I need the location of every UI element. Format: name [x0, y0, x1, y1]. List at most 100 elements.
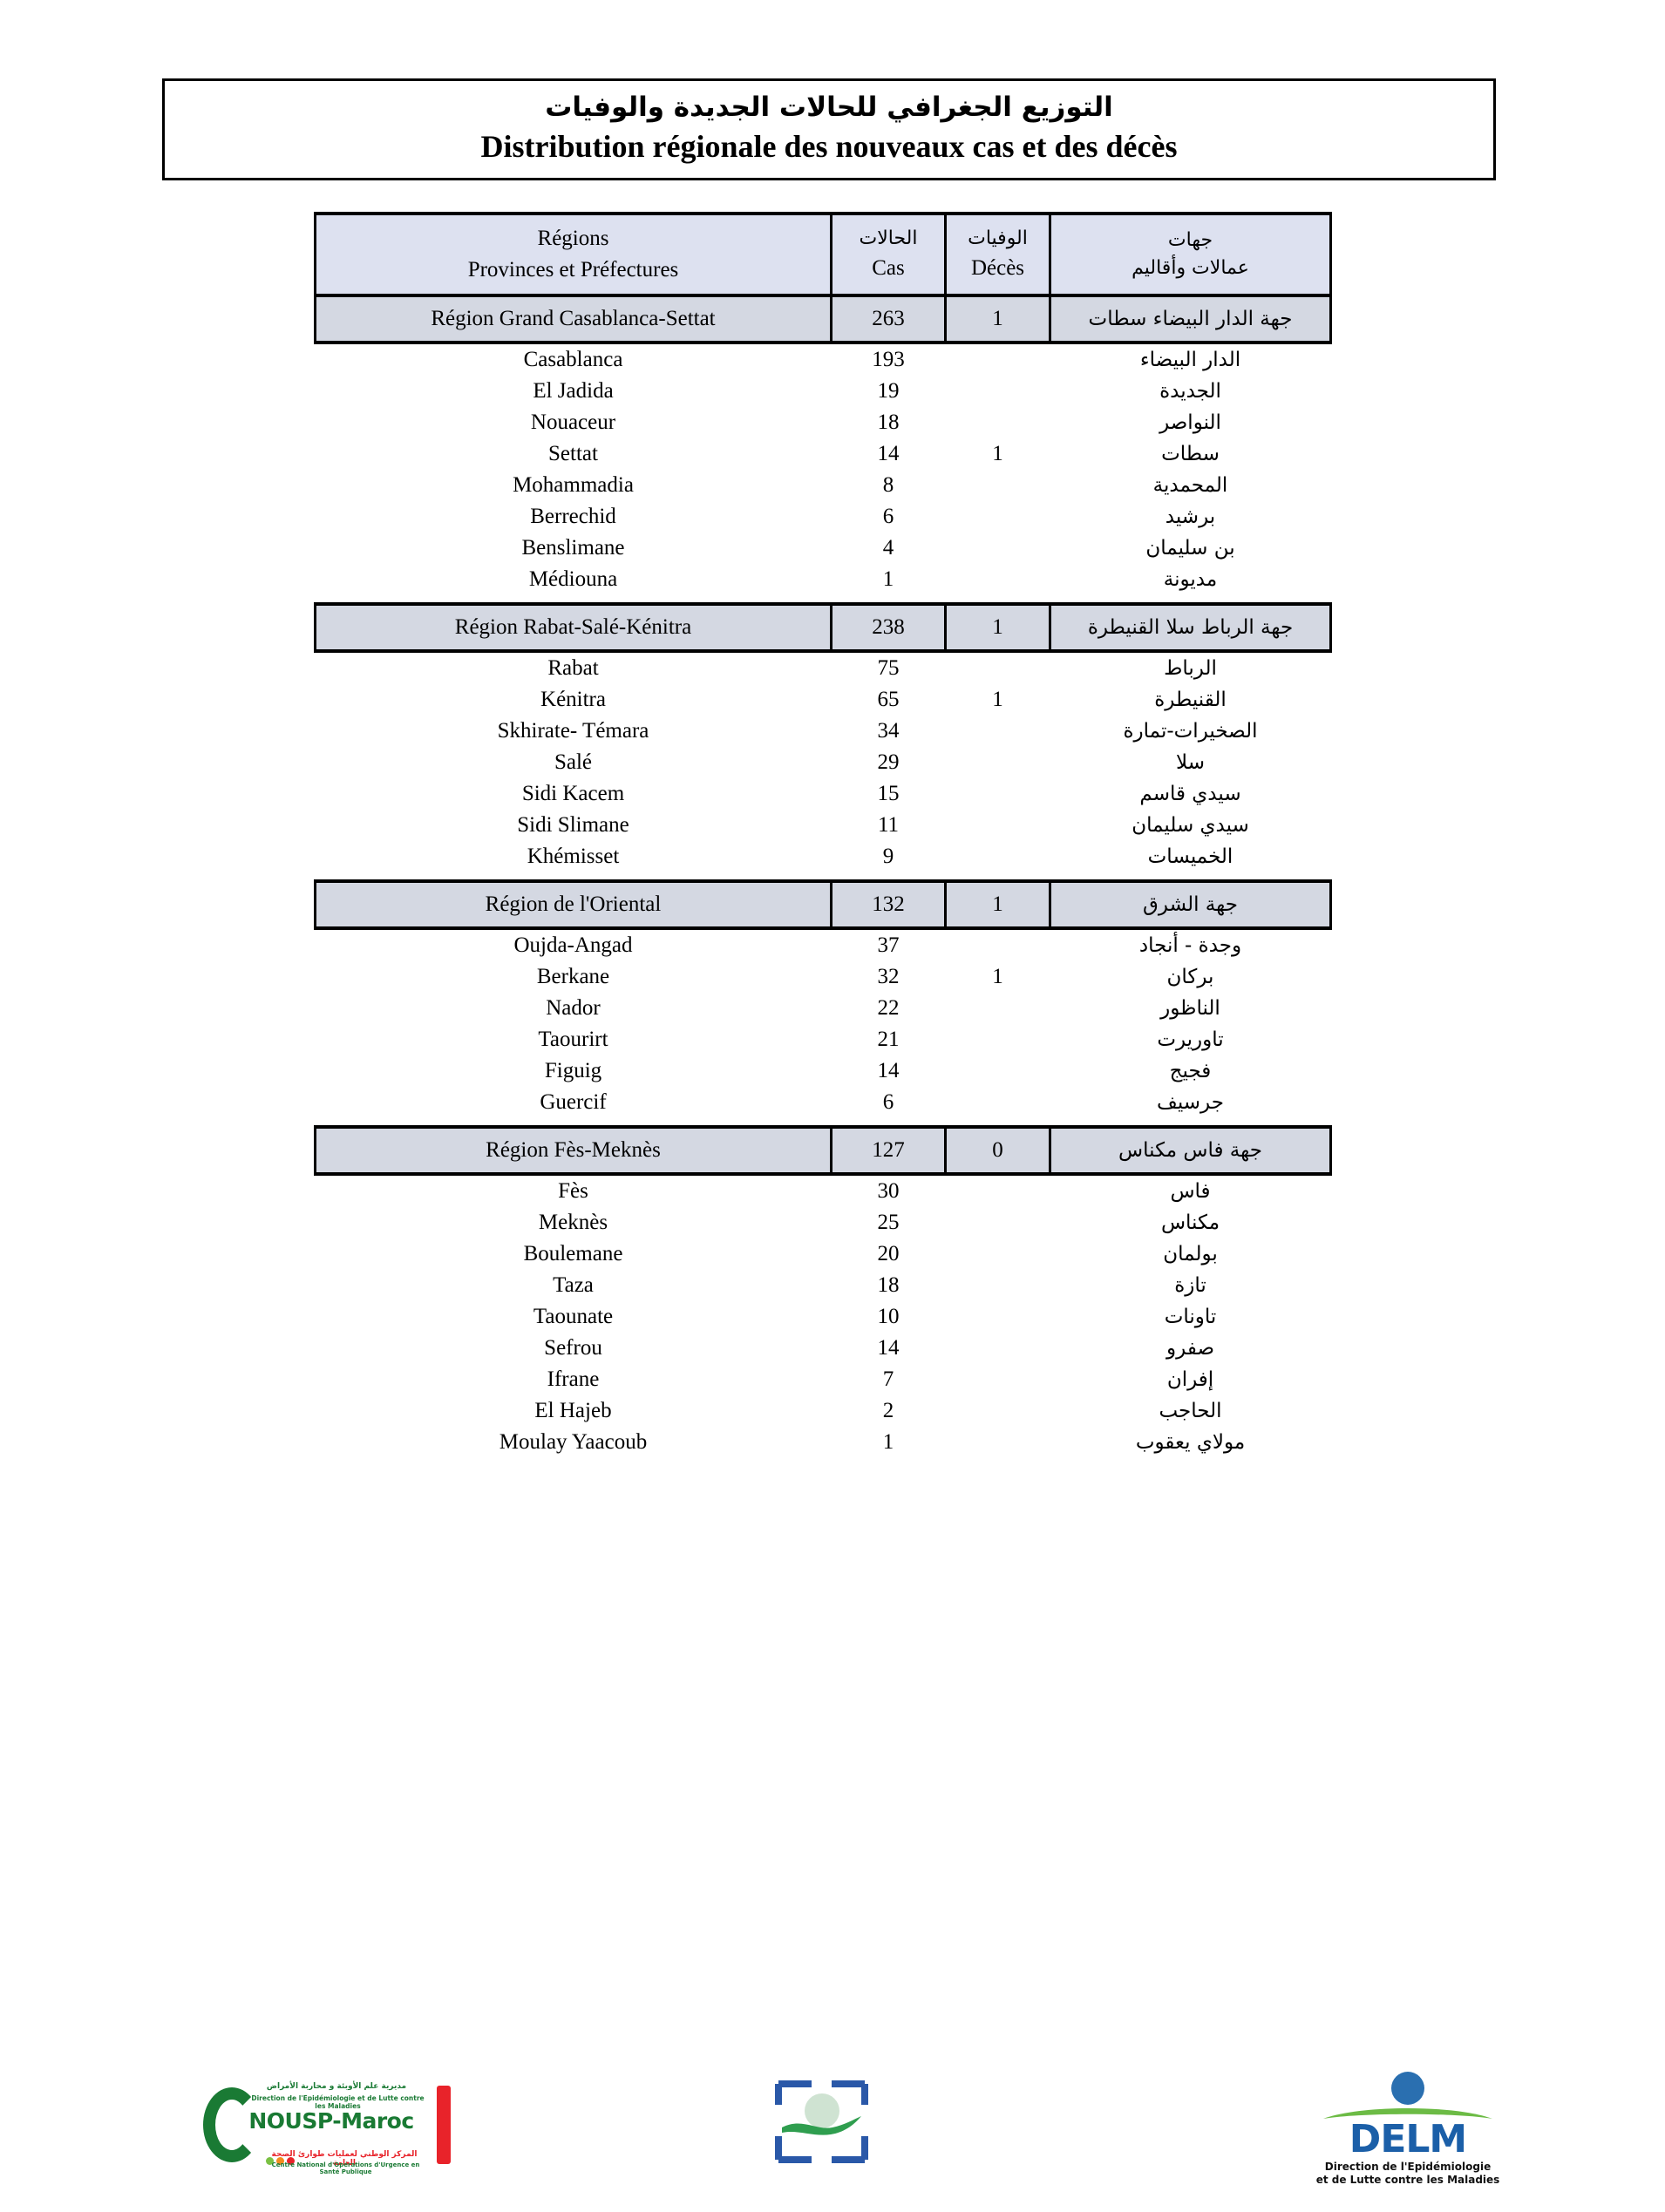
province-name: Taounate [315, 1301, 832, 1333]
province-name: Meknès [315, 1207, 832, 1238]
province-cas: 8 [831, 470, 946, 501]
province-name: Mohammadia [315, 470, 832, 501]
province-row: Figuig 14 فجيج [315, 1055, 1331, 1087]
province-name: Salé [315, 747, 832, 778]
province-row: Médiouna 1 مديونة [315, 564, 1331, 595]
province-deces [945, 1087, 1050, 1118]
region-deces: 1 [944, 294, 1051, 344]
province-arabic: تاوريرت [1050, 1024, 1331, 1055]
province-row: Moulay Yaacoub 1 مولاي يعقوب [315, 1427, 1331, 1458]
province-cas: 14 [831, 1333, 946, 1364]
province-row: Benslimane 4 بن سليمان [315, 533, 1331, 564]
province-arabic: سيدي قاسم [1050, 778, 1331, 810]
province-row: Taounate 10 تاونات [315, 1301, 1331, 1333]
province-row: Salé 29 سلا [315, 747, 1331, 778]
province-cas: 21 [831, 1024, 946, 1055]
ministry-of-health-logo [771, 2072, 872, 2172]
province-cas: 18 [831, 407, 946, 438]
province-cas: 30 [831, 1174, 946, 1207]
province-row: El Hajeb 2 الحاجب [315, 1395, 1331, 1427]
province-cas: 15 [831, 778, 946, 810]
province-deces [945, 1270, 1050, 1301]
province-row: Settat 14 1 سطات [315, 438, 1331, 470]
province-cas: 14 [831, 438, 946, 470]
province-cas: 19 [831, 376, 946, 407]
province-arabic: سلا [1050, 747, 1331, 778]
province-row: Mohammadia 8 المحمدية [315, 470, 1331, 501]
region-cas: 238 [830, 602, 947, 653]
province-name: Ifrane [315, 1364, 832, 1395]
province-cas: 75 [831, 651, 946, 684]
province-arabic: مديونة [1050, 564, 1331, 595]
province-row: Nador 22 الناظور [315, 993, 1331, 1024]
province-arabic: برشيد [1050, 501, 1331, 533]
province-row: Berrechid 6 برشيد [315, 501, 1331, 533]
province-cas: 22 [831, 993, 946, 1024]
province-cas: 6 [831, 501, 946, 533]
province-name: El Hajeb [315, 1395, 832, 1427]
province-cas: 7 [831, 1364, 946, 1395]
province-cas: 20 [831, 1238, 946, 1270]
province-arabic: جرسيف [1050, 1087, 1331, 1118]
province-deces [945, 533, 1050, 564]
province-arabic: النواصر [1050, 407, 1331, 438]
province-cas: 10 [831, 1301, 946, 1333]
province-cas: 29 [831, 747, 946, 778]
province-name: Moulay Yaacoub [315, 1427, 832, 1458]
nousp-dots-icon [266, 2154, 297, 2169]
nousp-top-french: Direction de l'Epidémiologie et de Lutte… [251, 2094, 425, 2110]
header-arabic-line2: عمالات وأقاليم [1132, 257, 1249, 279]
province-arabic: الصخيرات-تمارة [1050, 716, 1331, 747]
province-deces [945, 1207, 1050, 1238]
province-name: Sefrou [315, 1333, 832, 1364]
province-cas: 18 [831, 1270, 946, 1301]
province-name: Kénitra [315, 684, 832, 716]
province-name: Médiouna [315, 564, 832, 595]
province-name: Berkane [315, 961, 832, 993]
ministry-logo-icon [775, 2080, 868, 2163]
delm-blue-circle-icon [1391, 2072, 1424, 2105]
province-deces [945, 993, 1050, 1024]
province-arabic: بولمان [1050, 1238, 1331, 1270]
region-name: Région Fès-Meknès [314, 1125, 832, 1176]
province-name: Nador [315, 993, 832, 1024]
region-header-row: Région de l'Oriental 132 1 جهة الشرق [314, 879, 1332, 930]
page-title-banner: التوزيع الجغرافي للحالات الجديدة والوفيا… [162, 78, 1496, 181]
province-arabic: فاس [1050, 1174, 1331, 1207]
nousp-maroc-logo: مديرية علم الأوبئة و محاربة الأمراض Dire… [196, 2063, 458, 2176]
region-name: Région Grand Casablanca-Settat [314, 294, 832, 344]
province-row: Taza 18 تازة [315, 1270, 1331, 1301]
nousp-bottom-arabic: المركز الوطني لعمليات طوارئ الصحة العامة [271, 2150, 418, 2168]
province-deces [945, 1301, 1050, 1333]
province-cas: 25 [831, 1207, 946, 1238]
province-name: Nouaceur [315, 407, 832, 438]
province-row: Sidi Kacem 15 سيدي قاسم [315, 778, 1331, 810]
region-header-row: Région Rabat-Salé-Kénitra 238 1 جهة الرباط … [314, 602, 1332, 653]
block-spacer-cell [315, 595, 1331, 604]
page-title-arabic: التوزيع الجغرافي للحالات الجديدة والوفيا… [545, 92, 1113, 123]
region-cas: 127 [830, 1125, 947, 1176]
province-row: Meknès 25 مكناس [315, 1207, 1331, 1238]
page-title-french: Distribution régionale des nouveaux cas … [480, 128, 1178, 164]
province-cas: 14 [831, 1055, 946, 1087]
province-deces [945, 928, 1050, 961]
province-deces [945, 1333, 1050, 1364]
region-arabic: جهة فاس مكناس [1049, 1125, 1332, 1176]
province-row: Boulemane 20 بولمان [315, 1238, 1331, 1270]
province-name: Settat [315, 438, 832, 470]
province-cas: 6 [831, 1087, 946, 1118]
province-cas: 65 [831, 684, 946, 716]
province-row: Berkane 32 1 بركان [315, 961, 1331, 993]
province-cas: 11 [831, 810, 946, 841]
province-name: Boulemane [315, 1238, 832, 1270]
province-row: Sidi Slimane 11 سيدي سليمان [315, 810, 1331, 841]
province-deces: 1 [945, 684, 1050, 716]
province-deces [945, 1024, 1050, 1055]
regional-distribution-table: Régions Provinces et Préfectures الحالات… [314, 212, 1332, 1465]
province-arabic: الرباط [1050, 651, 1331, 684]
distribution-table-wrapper: Régions Provinces et Préfectures الحالات… [314, 212, 1332, 1465]
province-row: Fès 30 فاس [315, 1174, 1331, 1207]
province-cas: 9 [831, 841, 946, 872]
province-row: Skhirate- Témara 34 الصخيرات-تمارة [315, 716, 1331, 747]
province-arabic: الخميسات [1050, 841, 1331, 872]
